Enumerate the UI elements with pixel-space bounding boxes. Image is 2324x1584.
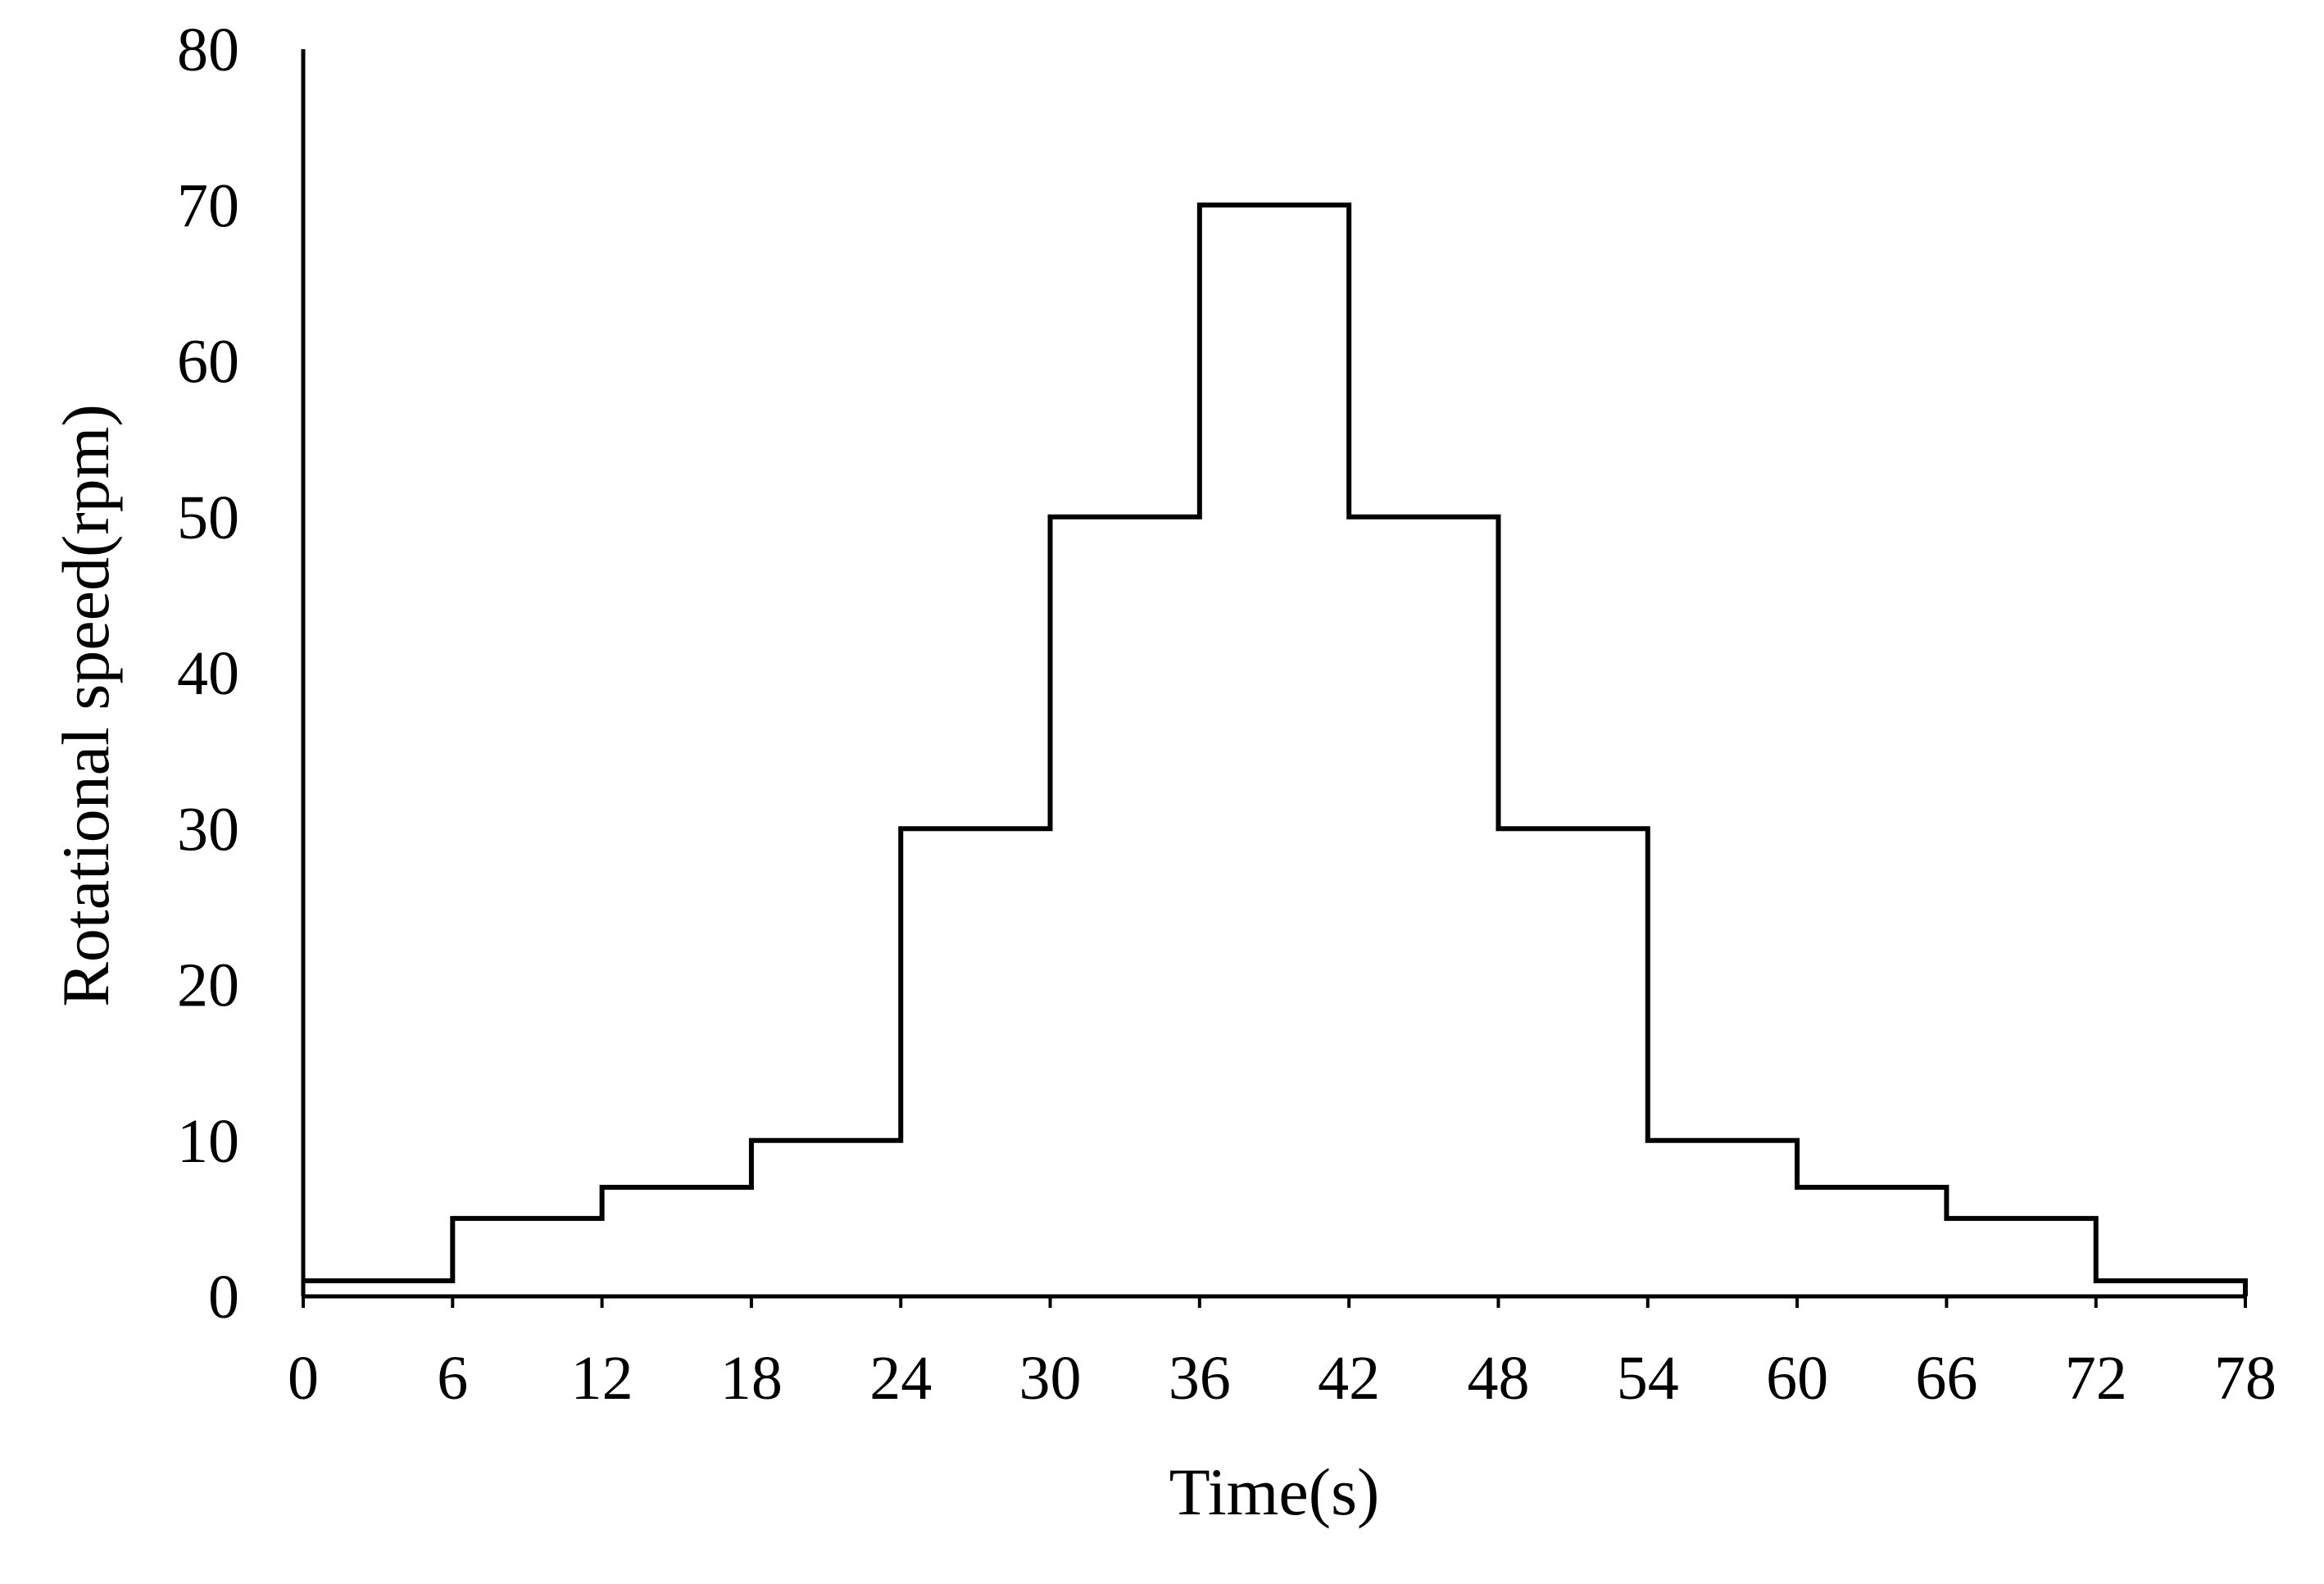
x-tick-label: 0 (288, 1344, 319, 1413)
y-tick-label: 50 (177, 483, 239, 552)
x-tick-label: 36 (1169, 1344, 1231, 1413)
y-tick-label: 30 (177, 795, 239, 864)
series (303, 202, 2248, 1296)
y-tick-label: 20 (177, 951, 239, 1020)
x-tick-label: 54 (1617, 1344, 1679, 1413)
axes (301, 49, 2247, 1299)
x-tick-label: 72 (2065, 1344, 2127, 1413)
y-axis-title: Rotational speed(rpm) (48, 404, 123, 1007)
x-tick-label: 48 (1467, 1344, 1529, 1413)
y-tick-label: 0 (208, 1263, 239, 1332)
y-tick-label: 70 (177, 171, 239, 240)
y-tick-label: 60 (177, 328, 239, 397)
x-axis-title: Time(s) (1169, 1455, 1380, 1529)
y-tick-label: 40 (177, 639, 239, 708)
y-tick-label: 80 (177, 16, 239, 84)
x-tick-label: 78 (2214, 1344, 2276, 1413)
x-tick-label: 24 (869, 1344, 932, 1413)
x-tick-label: 60 (1766, 1344, 1828, 1413)
x-tick-label: 12 (571, 1344, 633, 1413)
step-series-line (303, 202, 2248, 1296)
x-tick-label: 18 (720, 1344, 783, 1413)
x-tick-label: 30 (1019, 1344, 1082, 1413)
y-tick-label: 10 (177, 1107, 239, 1176)
ticks: 0 6 12 18 24 30 36 42 48 54 60 66 72 78 0 10 20 30 40 50 60 7… (177, 16, 2276, 1413)
x-tick-label: 42 (1318, 1344, 1380, 1413)
x-tick-label: 6 (437, 1344, 468, 1413)
x-tick-label: 66 (1915, 1344, 1977, 1413)
